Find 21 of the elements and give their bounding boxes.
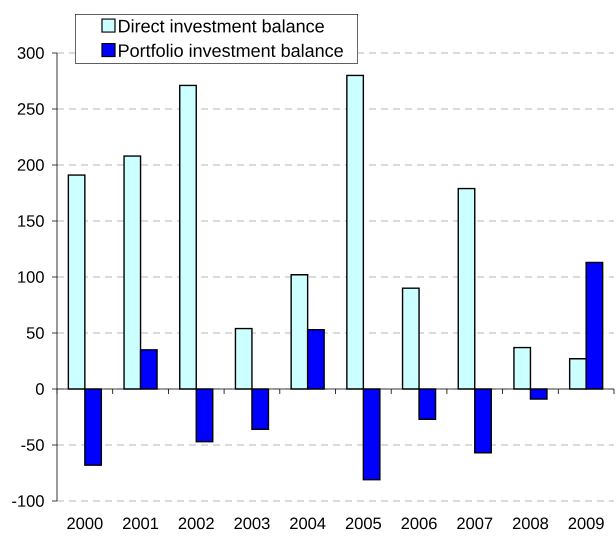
legend-label: Portfolio investment balance xyxy=(119,44,343,58)
x-tick-label: 2008 xyxy=(512,518,548,530)
x-tick-label: 2007 xyxy=(457,518,492,530)
x-tick-label: 2009 xyxy=(568,518,604,530)
y-tick-label: 50 xyxy=(26,327,44,339)
y-tick-label: -100 xyxy=(12,495,44,507)
y-tick-label: -50 xyxy=(21,439,44,451)
x-tick-label: 2002 xyxy=(178,518,214,530)
x-tick-label: 2001 xyxy=(123,518,158,530)
x-tick-label: 2003 xyxy=(234,518,270,530)
x-tick-label: 2005 xyxy=(346,518,382,530)
x-tick-label: 2006 xyxy=(402,518,437,530)
x-tick-label: 2000 xyxy=(67,518,103,530)
y-tick-label: 100 xyxy=(18,271,44,283)
x-tick-label: 2004 xyxy=(290,518,326,530)
y-tick-label: 300 xyxy=(18,47,44,59)
y-tick-label: 0 xyxy=(36,383,44,395)
y-tick-label: 200 xyxy=(18,159,44,171)
y-tick-label: 150 xyxy=(18,215,44,227)
y-tick-label: 250 xyxy=(18,103,44,115)
legend-label: Direct investment balance xyxy=(119,19,324,32)
